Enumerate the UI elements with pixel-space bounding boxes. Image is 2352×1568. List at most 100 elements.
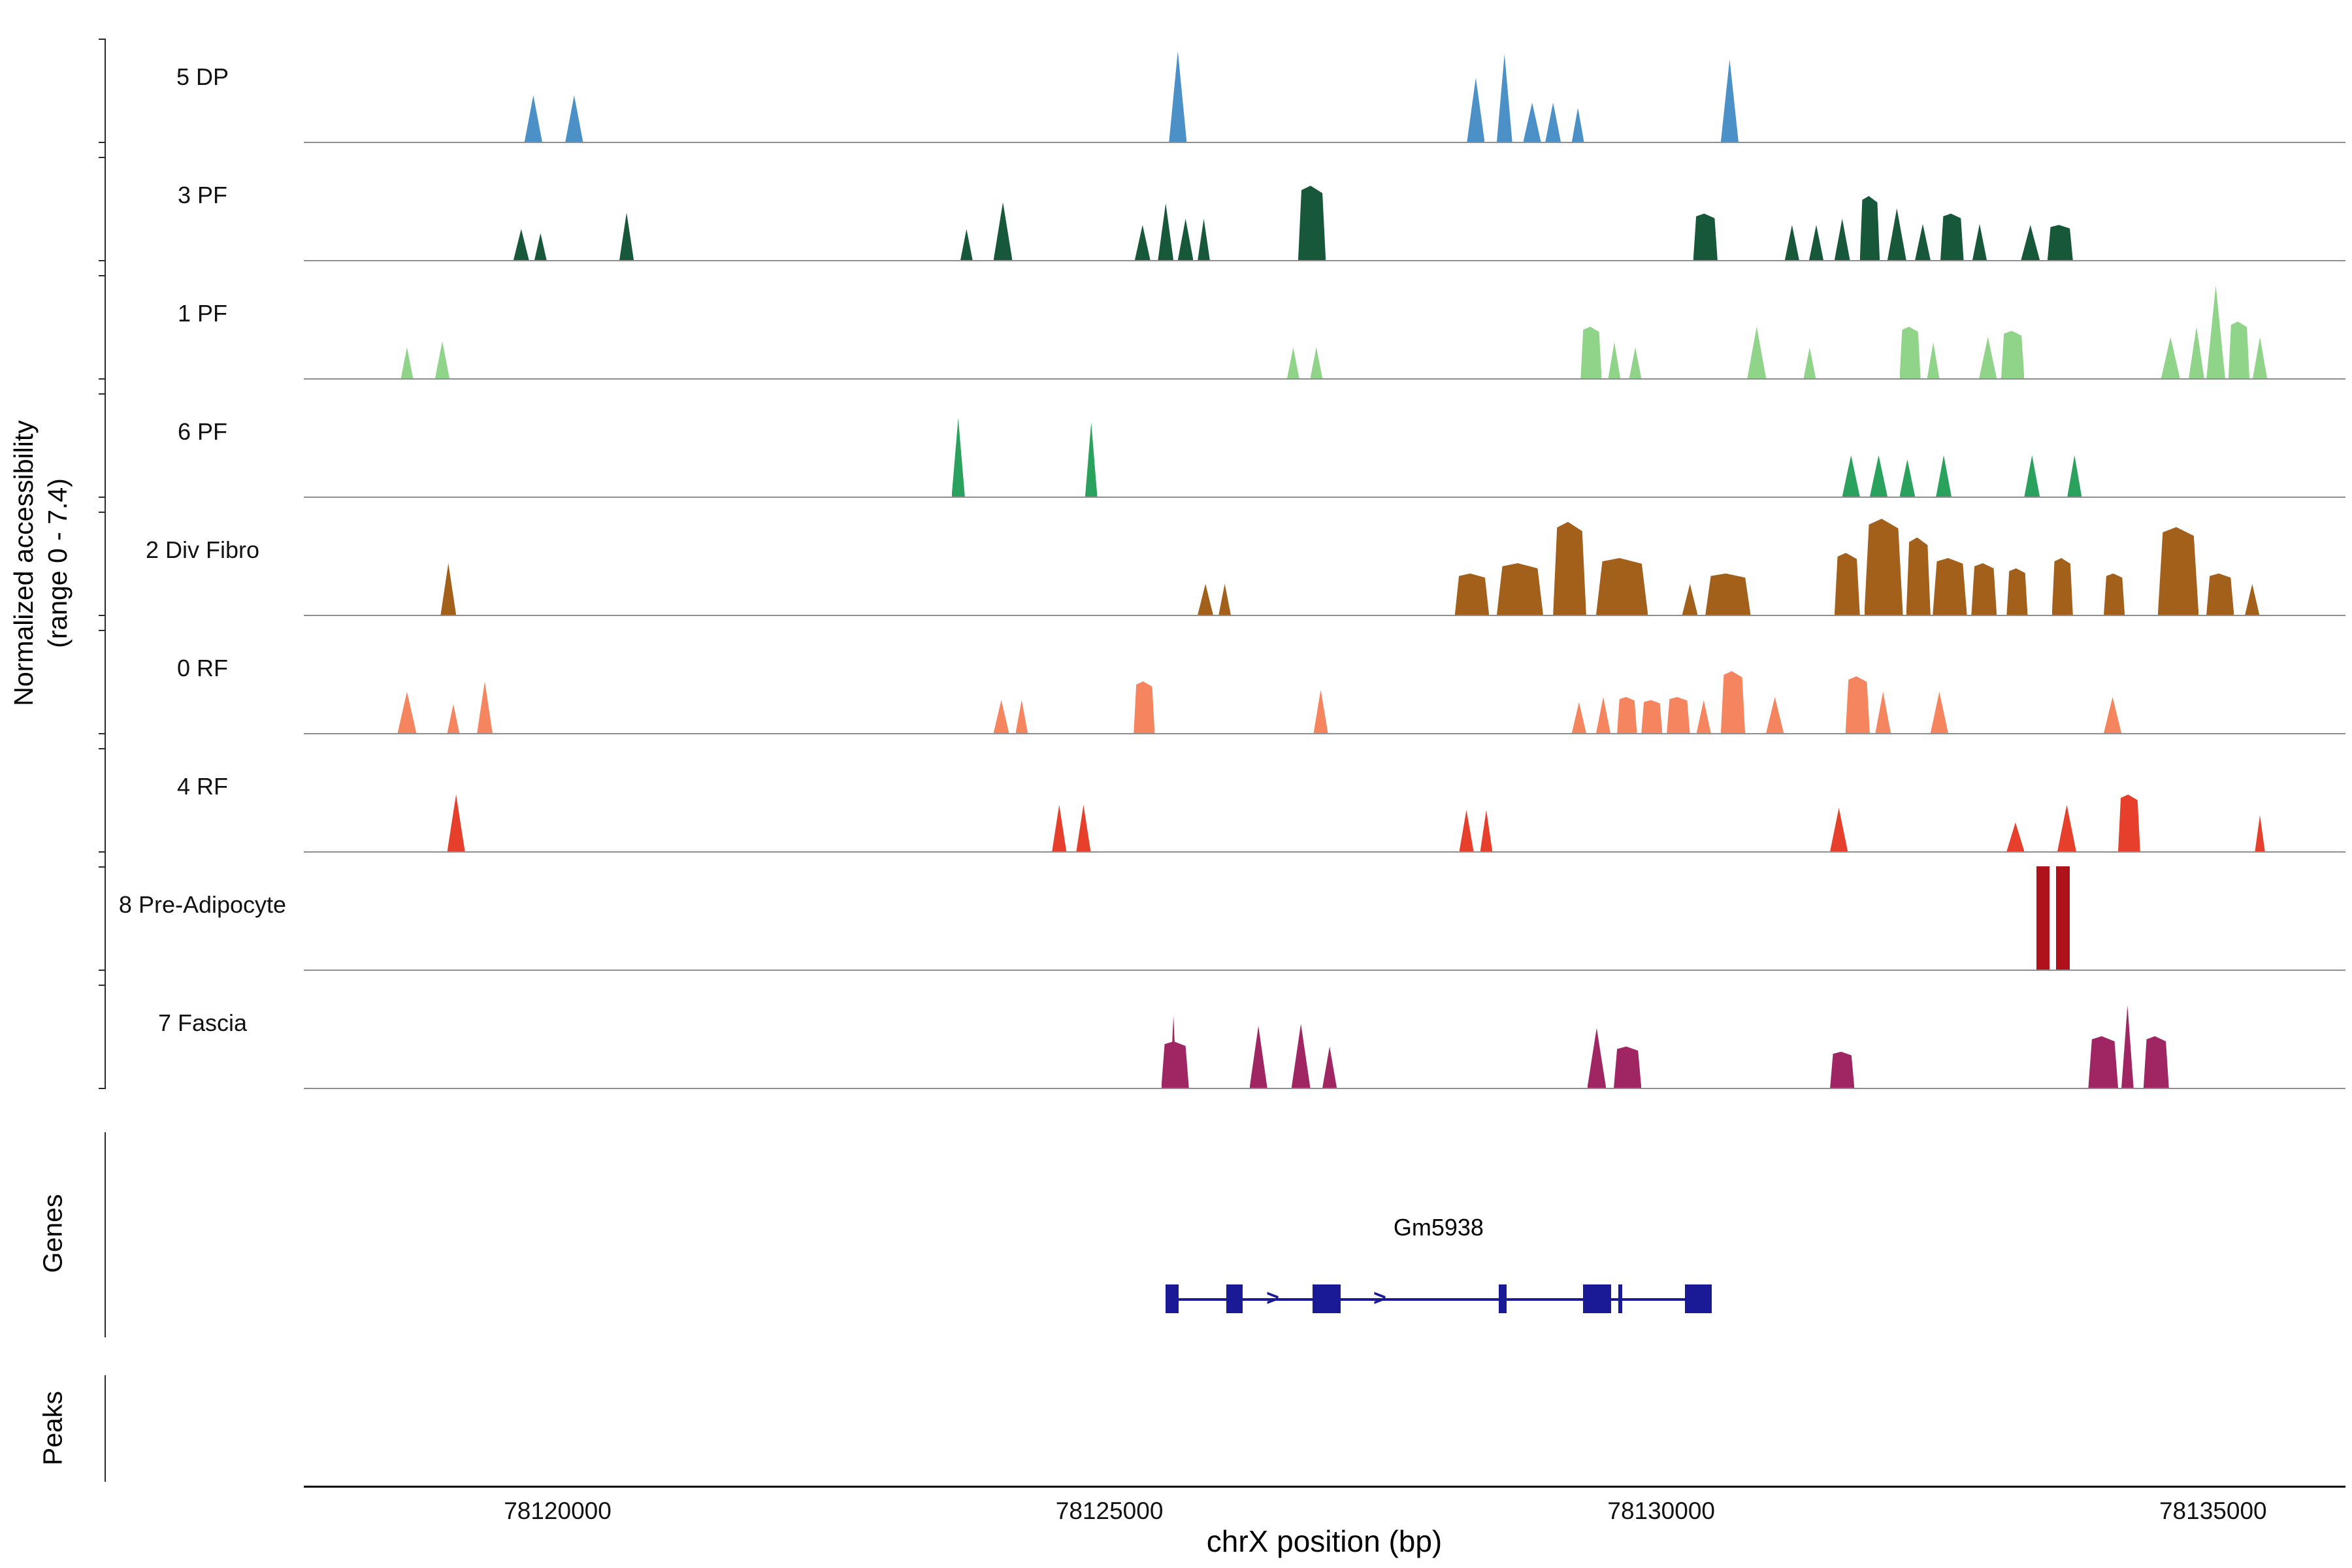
accessibility-peak [2118, 794, 2140, 851]
accessibility-peak [400, 347, 414, 378]
axis-tick [99, 260, 106, 261]
accessibility-peak [1705, 573, 1751, 615]
accessibility-peak [2088, 1036, 2118, 1088]
accessibility-peak [619, 212, 634, 260]
axis-tick [99, 615, 106, 616]
accessibility-peak [397, 691, 417, 733]
accessibility-peak [2047, 225, 2073, 260]
accessibility-peak [1169, 50, 1187, 142]
accessibility-peak [1803, 347, 1816, 378]
accessibility-peak [2024, 455, 2040, 497]
accessibility-peak [1682, 583, 1698, 615]
accessibility-peak [2206, 573, 2234, 615]
accessibility-peak [1497, 54, 1512, 142]
accessibility-peak [1134, 225, 1151, 260]
axis-tick [99, 142, 106, 143]
accessibility-peak [1553, 521, 1586, 615]
accessibility-peak [2006, 568, 2028, 615]
accessibility-peak [1454, 573, 1490, 615]
strand-arrow-icon: > [1266, 1285, 1280, 1311]
accessibility-peak [1864, 519, 1903, 615]
axis-bracket-line [105, 1132, 106, 1337]
accessibility-peak [1497, 563, 1543, 615]
strand-arrow-icon: > [1373, 1285, 1386, 1311]
track-baseline [304, 615, 2345, 616]
accessibility-peak [2006, 822, 2025, 851]
accessibility-peak [1830, 1051, 1855, 1088]
accessibility-peak [2143, 1036, 2169, 1088]
accessibility-peak [1940, 213, 1964, 260]
track-baseline [304, 733, 2345, 734]
gene-exon [1582, 1284, 1611, 1313]
accessibility-peak [1915, 223, 1931, 260]
track-baseline [304, 378, 2345, 380]
track-baseline [304, 260, 2345, 261]
accessibility-peak [1015, 700, 1028, 733]
gene-exon [1226, 1284, 1243, 1313]
accessibility-peak [1696, 700, 1711, 733]
accessibility-peak [1933, 558, 1967, 615]
axis-tick [99, 733, 106, 734]
accessibility-peak [1571, 702, 1586, 733]
accessibility-peak [2104, 573, 2125, 615]
axis-tick [99, 851, 106, 853]
accessibility-peak [1859, 196, 1880, 260]
accessibility-peak [1869, 455, 1887, 497]
accessibility-peak [1596, 558, 1648, 615]
axis-tick [99, 985, 106, 986]
axis-tick [99, 378, 106, 380]
accessibility-peak [1545, 102, 1561, 142]
track-baseline [304, 970, 2345, 971]
accessibility-peak [1971, 563, 1997, 615]
accessibility-peak [1667, 696, 1690, 733]
axis-tick [99, 630, 106, 631]
accessibility-peak [2253, 336, 2268, 378]
track-label: 1 PF [177, 300, 228, 327]
accessibility-peak [960, 229, 973, 260]
x-axis-tick-label: 78135000 [2159, 1497, 2267, 1524]
accessibility-peak [1158, 203, 1174, 260]
accessibility-peak [447, 704, 460, 733]
x-axis-line [304, 1486, 2345, 1488]
axis-tick [99, 1088, 106, 1089]
accessibility-peak [2161, 336, 2180, 378]
accessibility-peak [477, 681, 493, 733]
accessibility-peak [1766, 696, 1784, 733]
axis-tick [99, 970, 106, 971]
accessibility-peak [1313, 689, 1328, 733]
x-axis-tick-label: 78130000 [1607, 1497, 1715, 1524]
axis-tick [99, 497, 106, 498]
accessibility-peak [993, 700, 1009, 733]
accessibility-peak [1322, 1046, 1337, 1088]
axis-tick [99, 866, 106, 868]
accessibility-peak [1720, 671, 1746, 733]
accessibility-peak [2001, 331, 2025, 378]
accessibility-peak [1287, 347, 1299, 378]
accessibility-peak [2021, 225, 2040, 260]
accessibility-peak [1608, 342, 1621, 378]
accessibility-peak [1291, 1024, 1311, 1088]
track-label: 3 PF [177, 182, 228, 208]
genes-section-label: Genes [37, 1194, 68, 1273]
accessibility-peak [2104, 696, 2122, 733]
accessibility-peak [1052, 804, 1067, 851]
accessibility-peak [1629, 347, 1642, 378]
track-label: 8 Pre-Adipocyte [118, 891, 287, 918]
accessibility-peak [1170, 1015, 1177, 1088]
accessibility-peak [1845, 676, 1870, 733]
accessibility-peak [1467, 78, 1485, 142]
accessibility-peak [435, 341, 449, 378]
accessibility-peak [1523, 102, 1541, 142]
gene-intron-line [1166, 1298, 1712, 1301]
gene-name-label: Gm5938 [1393, 1214, 1484, 1241]
x-axis-tick-label: 78120000 [504, 1497, 612, 1524]
axis-bracket-line [105, 1375, 106, 1482]
accessibility-peak [2157, 527, 2199, 615]
accessibility-peak [513, 229, 529, 260]
axis-tick [99, 157, 106, 158]
accessibility-peak [2189, 327, 2204, 378]
accessibility-peak [534, 233, 547, 260]
accessibility-peak [440, 563, 457, 615]
accessibility-peak [2228, 321, 2250, 378]
